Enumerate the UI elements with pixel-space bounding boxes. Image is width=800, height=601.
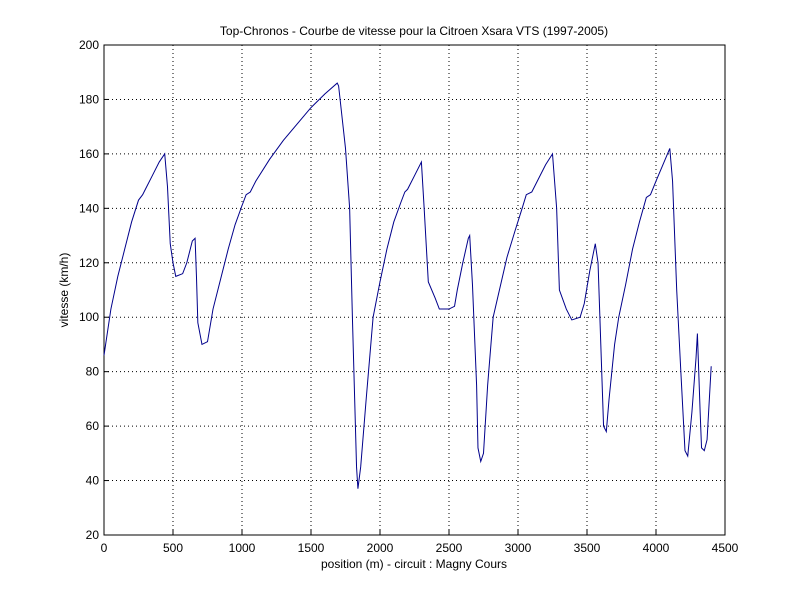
y-tick-label: 20 <box>86 528 100 542</box>
chart-title: Top-Chronos - Courbe de vitesse pour la … <box>220 24 608 38</box>
y-tick-label: 60 <box>86 419 100 433</box>
x-tick-label: 3500 <box>574 541 601 555</box>
y-tick-label: 140 <box>79 201 99 215</box>
y-tick-label: 160 <box>79 147 99 161</box>
y-tick-label: 180 <box>79 92 99 106</box>
x-tick-label: 500 <box>163 541 183 555</box>
plot-area <box>103 44 726 536</box>
x-tick-label: 0 <box>101 541 108 555</box>
x-tick-label: 3000 <box>505 541 532 555</box>
x-tick-label: 2000 <box>367 541 394 555</box>
speed-line <box>103 82 712 489</box>
x-tick-label: 1000 <box>229 541 256 555</box>
x-tick-label: 1500 <box>298 541 325 555</box>
y-tick-label: 100 <box>79 310 99 324</box>
y-tick-label: 200 <box>79 38 99 52</box>
x-tick-label: 2500 <box>436 541 463 555</box>
x-axis-label: position (m) - circuit : Magny Cours <box>321 557 507 571</box>
x-tick-label: 4000 <box>643 541 670 555</box>
x-tick-label: 4500 <box>712 541 739 555</box>
y-axis-label: vitesse (km/h) <box>57 253 71 328</box>
y-tick-label: 120 <box>79 256 99 270</box>
y-tick-label: 40 <box>86 474 100 488</box>
y-tick-label: 80 <box>86 365 100 379</box>
